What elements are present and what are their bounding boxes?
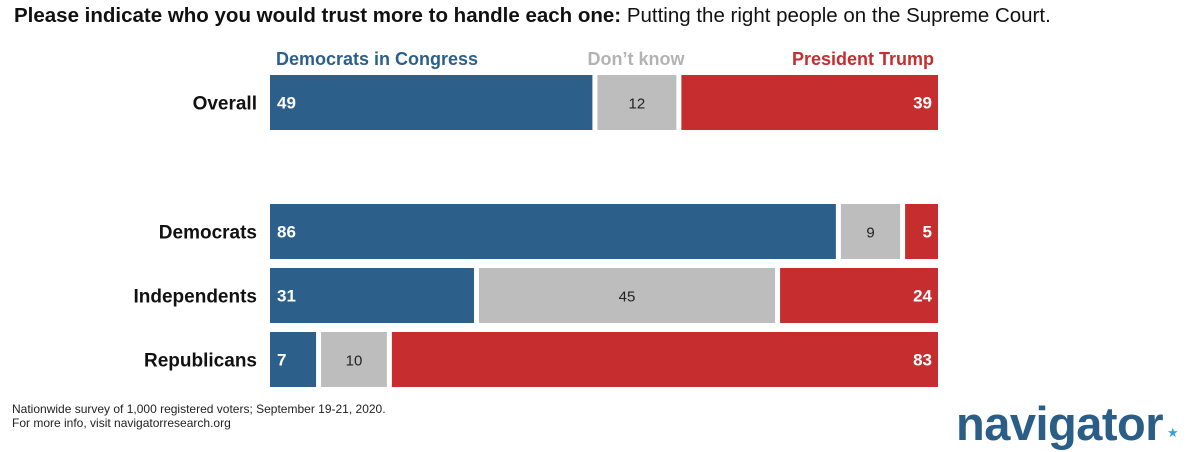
value-label-trump-independents: 24 bbox=[913, 287, 932, 306]
value-label-trump-democrats: 5 bbox=[923, 223, 932, 242]
footnote-line-2: For more info, visit navigatorresearch.o… bbox=[12, 416, 231, 430]
value-label-democrats-republicans: 7 bbox=[277, 351, 286, 370]
bar-democrats-democrats bbox=[270, 204, 836, 259]
bar-dont-know-overall bbox=[597, 75, 677, 130]
legend-trump: President Trump bbox=[792, 49, 934, 69]
bar-democrats-overall bbox=[270, 75, 593, 130]
value-label-dont-know-democrats: 9 bbox=[866, 225, 874, 242]
bar-trump-republicans bbox=[391, 332, 938, 387]
logo-wordmark: navigator bbox=[956, 397, 1164, 450]
value-label-democrats-democrats: 86 bbox=[277, 223, 296, 242]
chart-title-rest: Putting the right people on the Supreme … bbox=[626, 4, 1051, 27]
legend-dont-know: Don’t know bbox=[588, 49, 686, 69]
footnote: Nationwide survey of 1,000 registered vo… bbox=[12, 402, 386, 430]
value-label-trump-republicans: 83 bbox=[913, 351, 932, 370]
value-label-dont-know-overall: 12 bbox=[629, 96, 646, 113]
category-label-democrats: Democrats bbox=[159, 223, 257, 244]
value-label-democrats-overall: 49 bbox=[277, 94, 296, 113]
bar-trump-overall bbox=[681, 75, 938, 130]
navigator-logo: navigator ★ bbox=[956, 396, 1180, 452]
star-icon: ★ bbox=[1167, 425, 1179, 440]
bar-dont-know-republicans bbox=[321, 332, 387, 387]
category-label-overall: Overall bbox=[193, 94, 257, 115]
legend-democrats: Democrats in Congress bbox=[276, 49, 478, 69]
bar-trump-independents bbox=[780, 268, 938, 323]
bar-democrats-independents bbox=[270, 268, 474, 323]
footnote-line-1: Nationwide survey of 1,000 registered vo… bbox=[12, 402, 386, 416]
chart-title-lead: Please indicate who you would trust more… bbox=[14, 4, 622, 27]
bar-democrats-republicans bbox=[270, 332, 317, 387]
value-label-trump-overall: 39 bbox=[913, 94, 932, 113]
category-label-republicans: Republicans bbox=[144, 351, 257, 372]
bar-trump-democrats bbox=[905, 204, 938, 259]
bar-dont-know-independents bbox=[478, 268, 776, 323]
bar-dont-know-democrats bbox=[840, 204, 901, 259]
stacked-bar-chart: Democrats in Congress Don’t know President… bbox=[133, 49, 938, 387]
category-label-independents: Independents bbox=[133, 287, 257, 308]
value-label-dont-know-republicans: 10 bbox=[346, 353, 363, 370]
value-label-democrats-independents: 31 bbox=[277, 287, 296, 306]
value-label-dont-know-independents: 45 bbox=[619, 289, 636, 306]
chart-title: Please indicate who you would trust more… bbox=[14, 4, 1194, 28]
